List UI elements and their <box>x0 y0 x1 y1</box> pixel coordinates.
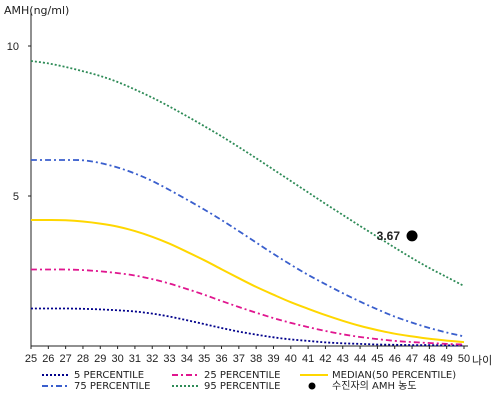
legend-label-25-percentile: 25 PERCENTILE <box>204 370 280 381</box>
axis-ticks: 25 26 27 28 29 30 31 32 33 34 35 36 37 38 39 40 41 42 43 44… <box>7 41 470 365</box>
x-tick-label: 47 <box>406 353 418 365</box>
x-tick-label: 25 <box>25 353 37 365</box>
patient-amh-point <box>406 230 418 242</box>
x-tick-label: 41 <box>302 353 314 365</box>
y-tick-label: 10 <box>7 41 19 53</box>
x-tick-label: 35 <box>198 353 210 365</box>
patient-amh-value-label: 3.67 <box>377 229 401 243</box>
x-tick-label: 40 <box>285 353 297 365</box>
x-tick-label: 38 <box>250 353 262 365</box>
x-tick-label: 39 <box>267 353 279 365</box>
x-tick-label: 33 <box>163 353 175 365</box>
series-line-75-percentile <box>30 159 465 338</box>
x-tick-label: 36 <box>215 353 227 365</box>
y-tick-label: 5 <box>13 191 19 203</box>
x-tick-label: 26 <box>42 353 54 365</box>
x-tick-label: 42 <box>319 353 331 365</box>
legend: 5 PERCENTILE 25 PERCENTILE MEDIAN(50 PERCE… <box>42 370 456 392</box>
x-tick-label: 37 <box>233 353 245 365</box>
legend-marker-dot <box>308 382 316 390</box>
x-tick-label: 44 <box>354 353 366 365</box>
x-tick-label: 48 <box>423 353 435 365</box>
x-tick-label: 34 <box>181 353 193 365</box>
x-tick-label: 45 <box>371 353 383 365</box>
x-tick-label: 28 <box>77 353 89 365</box>
legend-label-patient-amh: 수진자의 AMH 농도 <box>332 380 417 392</box>
legend-label-5-percentile: 5 PERCENTILE <box>74 370 144 381</box>
x-tick-label: 27 <box>60 353 72 365</box>
x-tick-label: 31 <box>129 353 141 365</box>
series-line-25-percentile <box>30 268 465 346</box>
legend-label-median-50-percentile: MEDIAN(50 PERCENTILE) <box>332 370 456 381</box>
x-tick-label: 32 <box>146 353 158 365</box>
x-tick-label: 49 <box>441 353 453 365</box>
marker-layer: 3.67 <box>377 229 418 243</box>
y-axis-title: AMH(ng/ml) <box>4 4 69 17</box>
x-axis-title: 나이 <box>472 354 492 367</box>
x-tick-label: 46 <box>389 353 401 365</box>
series-line-median-50-percentile <box>30 218 465 344</box>
legend-label-95-percentile: 95 PERCENTILE <box>204 381 280 392</box>
legend-label-75-percentile: 75 PERCENTILE <box>74 381 150 392</box>
x-tick-label: 50 <box>458 353 470 365</box>
series-layer <box>30 60 465 347</box>
x-tick-label: 43 <box>337 353 349 365</box>
x-tick-label: 30 <box>111 353 123 365</box>
series-line-95-percentile <box>30 60 465 287</box>
x-tick-label: 29 <box>94 353 106 365</box>
series-line-5-percentile <box>31 307 465 347</box>
